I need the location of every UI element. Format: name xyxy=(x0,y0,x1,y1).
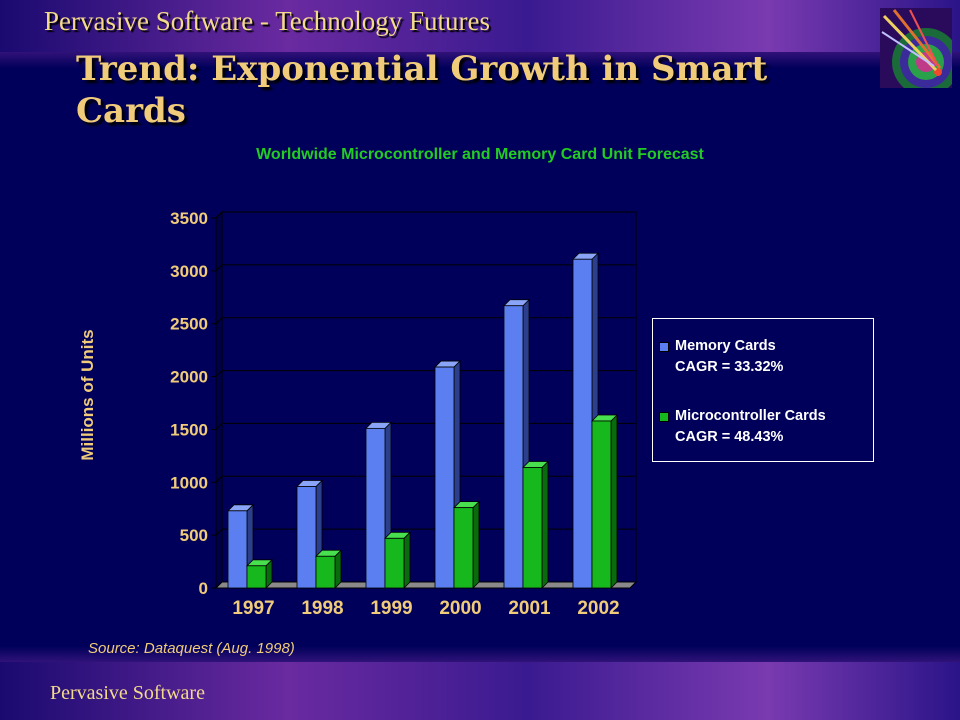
chart-title: Worldwide Microcontroller and Memory Car… xyxy=(256,146,704,163)
gridline-side xyxy=(215,317,223,325)
x-tick-label: 1997 xyxy=(232,598,274,619)
legend-swatch-microcontroller-cards xyxy=(659,412,669,422)
bar-microcontroller-cards-1998 xyxy=(315,555,336,589)
bar-microcontroller-cards-2001 xyxy=(522,467,543,589)
gridline-side xyxy=(215,528,223,536)
legend-cagr-microcontroller-cards: CAGR = 48.43% xyxy=(675,429,784,445)
legend-label-memory-cards: Memory Cards xyxy=(675,338,776,354)
footer-band xyxy=(0,646,960,720)
y-tick-label: 3000 xyxy=(170,262,208,281)
x-tick-label: 2000 xyxy=(439,598,481,619)
presentation-header-title: Pervasive Software - Technology Futures xyxy=(44,6,491,36)
chart-legend: Memory Cards CAGR = 33.32% Microcontroll… xyxy=(652,318,874,462)
gridline-side xyxy=(215,370,223,377)
bar-microcontroller-cards-1999 xyxy=(384,537,405,589)
bar-memory-cards-2002 xyxy=(572,258,593,589)
dartboard-logo-icon xyxy=(880,8,952,88)
footer-text: Pervasive Software xyxy=(50,682,205,704)
y-tick-label: 500 xyxy=(180,526,208,545)
y-tick-label: 2000 xyxy=(170,368,208,387)
legend-label-microcontroller-cards: Microcontroller Cards xyxy=(675,408,826,424)
gridline-side xyxy=(215,211,223,219)
gridline-side xyxy=(215,475,223,483)
y-tick-label: 2500 xyxy=(170,315,208,334)
bar-memory-cards-1997 xyxy=(227,510,248,589)
x-tick-label: 1999 xyxy=(370,598,412,619)
legend-swatch-memory-cards xyxy=(659,342,669,352)
bar-memory-cards-1999 xyxy=(365,427,386,589)
slide-title: Trend: Exponential Growth in Smart Cards xyxy=(76,49,768,131)
y-tick-label: 1000 xyxy=(170,473,208,492)
header-band xyxy=(0,0,960,68)
bar-memory-cards-2000 xyxy=(434,366,455,589)
gridline-side xyxy=(215,423,223,430)
y-tick-label: 3500 xyxy=(170,209,208,228)
bar-memory-cards-1998 xyxy=(296,486,317,589)
bar-memory-cards-2001 xyxy=(503,305,524,589)
bar-side-microcontroller-cards-2002 xyxy=(610,414,618,589)
x-tick-label: 1998 xyxy=(301,598,343,619)
y-tick-label: 0 xyxy=(199,579,208,598)
bar-side-microcontroller-cards-2000 xyxy=(472,500,480,589)
bar-side-microcontroller-cards-2001 xyxy=(541,460,549,589)
gridline-side xyxy=(215,264,223,272)
y-tick-label: 1500 xyxy=(170,420,208,439)
bar-side-microcontroller-cards-1999 xyxy=(403,531,411,589)
source-note: Source: Dataquest (Aug. 1998) xyxy=(88,640,295,657)
bar-microcontroller-cards-1997 xyxy=(246,565,267,589)
bar-microcontroller-cards-2002 xyxy=(591,420,612,589)
x-tick-label: 2002 xyxy=(577,598,619,619)
x-tick-label: 2001 xyxy=(508,598,551,619)
legend-cagr-memory-cards: CAGR = 33.32% xyxy=(675,359,784,375)
bar-microcontroller-cards-2000 xyxy=(453,507,474,589)
